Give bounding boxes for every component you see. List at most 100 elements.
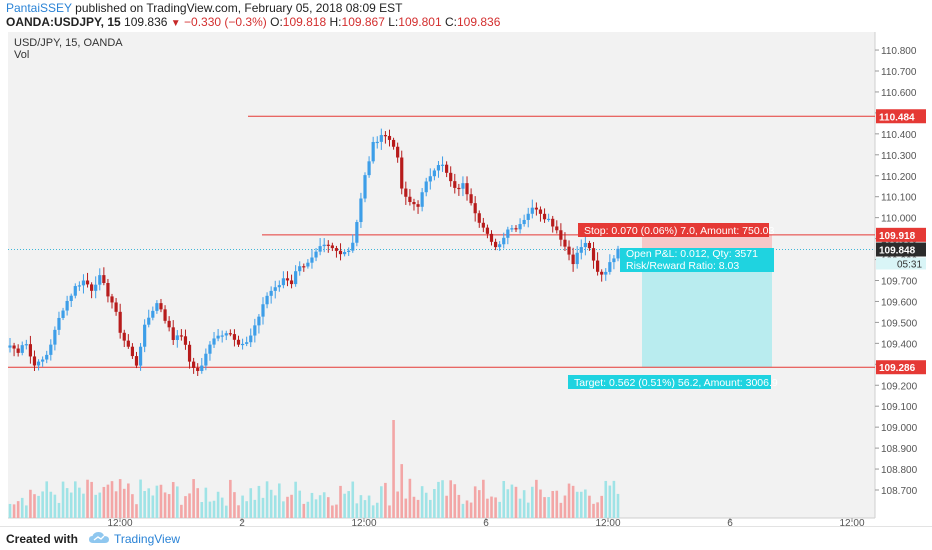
candle-body [440,164,445,166]
time-tick-label: 12:00 [839,518,864,526]
volume-bar [131,494,134,518]
volume-bar [518,498,522,518]
candle-body [102,275,106,284]
volume-bar [522,490,526,518]
candle-body [187,344,192,362]
candle-body [428,176,432,182]
volume-bar [159,484,163,518]
candle-body [269,290,273,296]
candle-body [61,310,65,318]
candle-body [396,146,400,158]
volume-bar [392,420,395,518]
volume-bar [596,502,599,518]
volume-bar [543,497,546,518]
volume-bar [531,486,534,518]
volume-bar [216,491,220,518]
candle-body [526,213,530,220]
candle-body [220,335,224,337]
volume-bar [69,492,73,518]
volume-bar [539,489,542,518]
candle-body [534,207,538,210]
volume-bar [588,495,591,518]
volume-bar [526,502,530,518]
quote-line: OANDA:USDJPY, 15 109.836 ▼ −0.330 (−0.3%… [6,15,500,29]
price-tick-label: 110.600 [881,88,917,99]
volume-bar [388,505,391,518]
volume-bar [135,504,138,518]
volume-bar [355,503,359,518]
volume-bar [335,504,338,518]
candle-body [130,346,135,357]
volume-bar [237,505,240,518]
volume-bar [90,481,93,518]
candle-body [159,303,163,310]
volume-bar [180,504,183,518]
price-tick-label: 108.800 [881,465,918,476]
stop-label-box [578,223,769,237]
volume-bar [25,505,28,518]
volume-bar [416,499,420,518]
volume-bar [147,488,151,518]
candle-body [32,356,37,366]
candle-body [285,278,290,281]
volume-bar [437,481,440,518]
candle-body [408,196,412,203]
volume-bar [86,479,89,518]
volume-bar [37,495,40,518]
candle-body [404,188,408,197]
level-price-tag [876,360,926,375]
candle-body [600,271,604,275]
candle-body [90,284,94,291]
candle-body [208,344,212,354]
candle-body [138,346,143,366]
candle-body [326,244,330,246]
candle-body [122,332,126,341]
volume-bar [139,479,142,518]
candle-body [240,343,245,346]
tradingview-brand[interactable]: TradingView [114,532,181,546]
time-tick-label: 12:00 [595,518,620,526]
target-label: Target: 0.562 (0.51%) 56.2, Amount: 3006… [574,377,778,389]
candle-body [261,304,265,317]
author-link[interactable]: PantaiSSEY [6,1,72,15]
price-chart[interactable]: 110.800110.700110.600110.500110.400110.3… [0,30,932,526]
candle-body [53,329,57,345]
volume-bar [143,491,146,518]
volume-bar [298,490,302,518]
volume-bar [53,494,57,518]
candle-body [28,344,33,357]
volume-bar [433,489,436,518]
candle-body [314,251,318,258]
candle-body [265,295,269,305]
candle-body [57,317,61,330]
candle-body [12,345,16,349]
candle-body [216,335,220,339]
volume-bar [510,484,514,518]
volume-bar [461,503,465,518]
candle-body [318,246,322,252]
candle-body [481,222,485,228]
volume-bar [188,493,191,518]
volume-bar [208,501,212,518]
candle-body [69,295,73,301]
candle-body [77,285,81,287]
price-tick-label: 109.700 [881,277,918,288]
candle-body [583,242,587,248]
volume-bar [592,503,595,518]
volume-bar [579,491,583,518]
volume-bar [290,494,293,518]
candle-body [595,260,600,272]
pnl-label: Open P&L: 0.012, Qty: 3571 [626,248,758,260]
volume-bar [616,493,620,518]
candle-body [604,271,608,275]
volume-bar [282,501,285,518]
candle-body [498,244,502,248]
volume-bar [220,497,224,518]
volume-bar [306,501,310,518]
candle-body [563,239,567,247]
volume-bar [57,502,61,518]
time-tick-label: 2 [239,518,245,526]
countdown-tag [876,257,926,270]
volume-bar [286,496,289,518]
volume-bar [49,491,53,518]
